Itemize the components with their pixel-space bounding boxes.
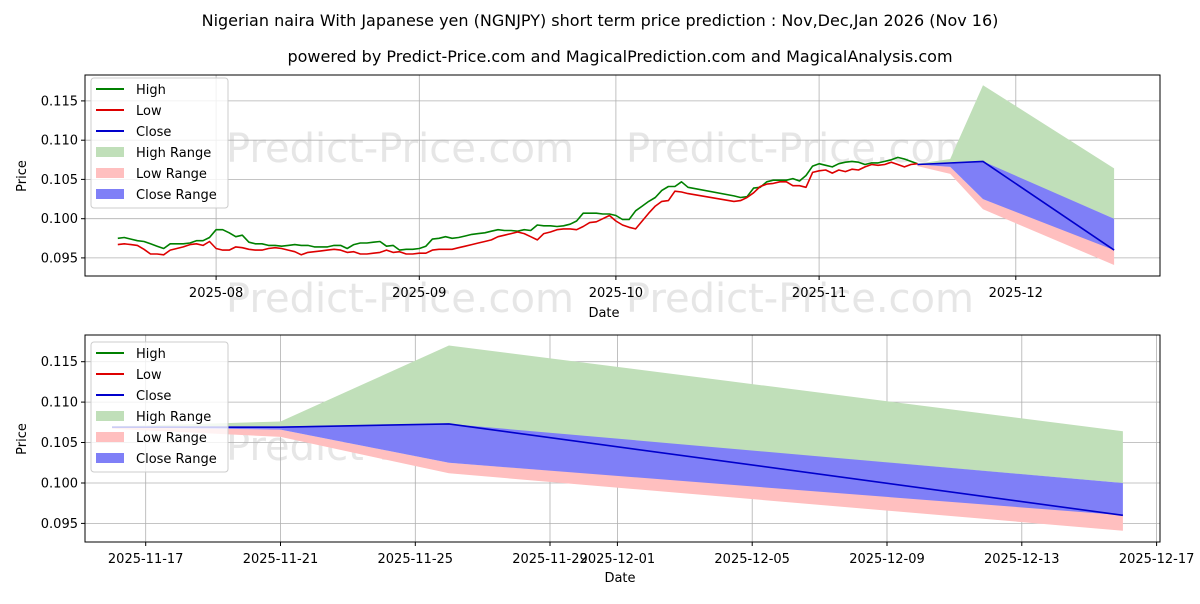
close-range-band	[917, 161, 1115, 251]
legend-label-low: Low	[136, 368, 162, 383]
bottom-panel: Predict-Price.com Predict-Price.com 0.09…	[15, 334, 1195, 586]
watermark-text: Predict-Price.com	[226, 126, 574, 172]
top-panel: Predict-Price.com Predict-Price.com Pred…	[15, 74, 1161, 322]
legend-label-high: High	[136, 83, 166, 98]
x-tick-label: 2025-12	[989, 286, 1043, 301]
legend-label-low-range: Low Range	[136, 431, 207, 446]
legend-label-high-range: High Range	[136, 146, 211, 161]
legend-label-high-range: High Range	[136, 410, 211, 425]
x-tick-label: 2025-10	[589, 286, 643, 301]
legend-label-low: Low	[136, 104, 162, 119]
x-tick-label: 2025-08	[189, 286, 243, 301]
legend-label-close: Close	[136, 389, 171, 404]
legend-swatch-high-range	[96, 411, 124, 421]
y-tick-label: 0.115	[41, 94, 78, 109]
low-range-band	[112, 427, 1123, 531]
y-tick-label: 0.105	[41, 436, 78, 451]
legend-box	[90, 341, 229, 473]
legend-swatch-close-range	[96, 189, 124, 199]
x-tick-label: 2025-11-21	[243, 552, 319, 567]
high-range-band	[917, 85, 1115, 219]
x-tick-label: 2025-11-17	[108, 552, 184, 567]
low-series-line	[117, 161, 918, 256]
y-tick-label: 0.100	[41, 477, 78, 492]
x-tick-label: 2025-12-05	[714, 552, 790, 567]
low-range-band	[917, 164, 1115, 265]
legend-swatch-low-range	[96, 168, 124, 178]
x-axis-label: Date	[604, 571, 635, 586]
x-tick-label: 2025-09	[392, 286, 446, 301]
y-tick-label: 0.100	[41, 212, 78, 227]
legend-swatch-high-range	[96, 147, 124, 157]
chart-title: Nigerian naira With Japanese yen (NGNJPY…	[202, 11, 999, 30]
y-tick-label: 0.110	[41, 134, 78, 149]
close-series-line	[917, 160, 1115, 251]
x-tick-label: 2025-12-01	[580, 552, 656, 567]
x-axis-label: Date	[588, 306, 619, 321]
y-tick-label: 0.105	[41, 173, 78, 188]
x-tick-label: 2025-11-29	[512, 552, 588, 567]
plot-frame	[84, 74, 1161, 277]
legend-swatch-low-range	[96, 432, 124, 442]
y-tick-label: 0.095	[41, 251, 78, 266]
watermark-text: Predict-Price.com	[626, 276, 974, 322]
legend-label-high: High	[136, 347, 166, 362]
y-tick-label: 0.095	[41, 517, 78, 532]
x-tick-label: 2025-12-17	[1119, 552, 1195, 567]
legend-label-close-range: Close Range	[136, 452, 217, 467]
x-tick-label: 2025-11-25	[378, 552, 454, 567]
plot-frame	[84, 334, 1161, 543]
x-tick-label: 2025-11	[792, 286, 846, 301]
chart-subtitle: powered by Predict-Price.com and Magical…	[287, 47, 952, 66]
legend-box	[90, 77, 229, 209]
close-range-band	[112, 423, 1123, 516]
x-tick-label: 2025-12-09	[849, 552, 925, 567]
watermark-text: Predict-Price.com	[226, 276, 574, 322]
y-tick-label: 0.110	[41, 396, 78, 411]
y-axis-label: Price	[15, 160, 30, 192]
legend-swatch-close-range	[96, 453, 124, 463]
y-axis-label: Price	[15, 423, 30, 455]
high-range-band	[112, 345, 1123, 483]
legend-label-close-range: Close Range	[136, 188, 217, 203]
y-tick-label: 0.115	[41, 355, 78, 370]
x-tick-label: 2025-12-13	[984, 552, 1060, 567]
legend-label-low-range: Low Range	[136, 167, 207, 182]
high-series-line	[117, 156, 918, 251]
legend-label-close: Close	[136, 125, 171, 140]
